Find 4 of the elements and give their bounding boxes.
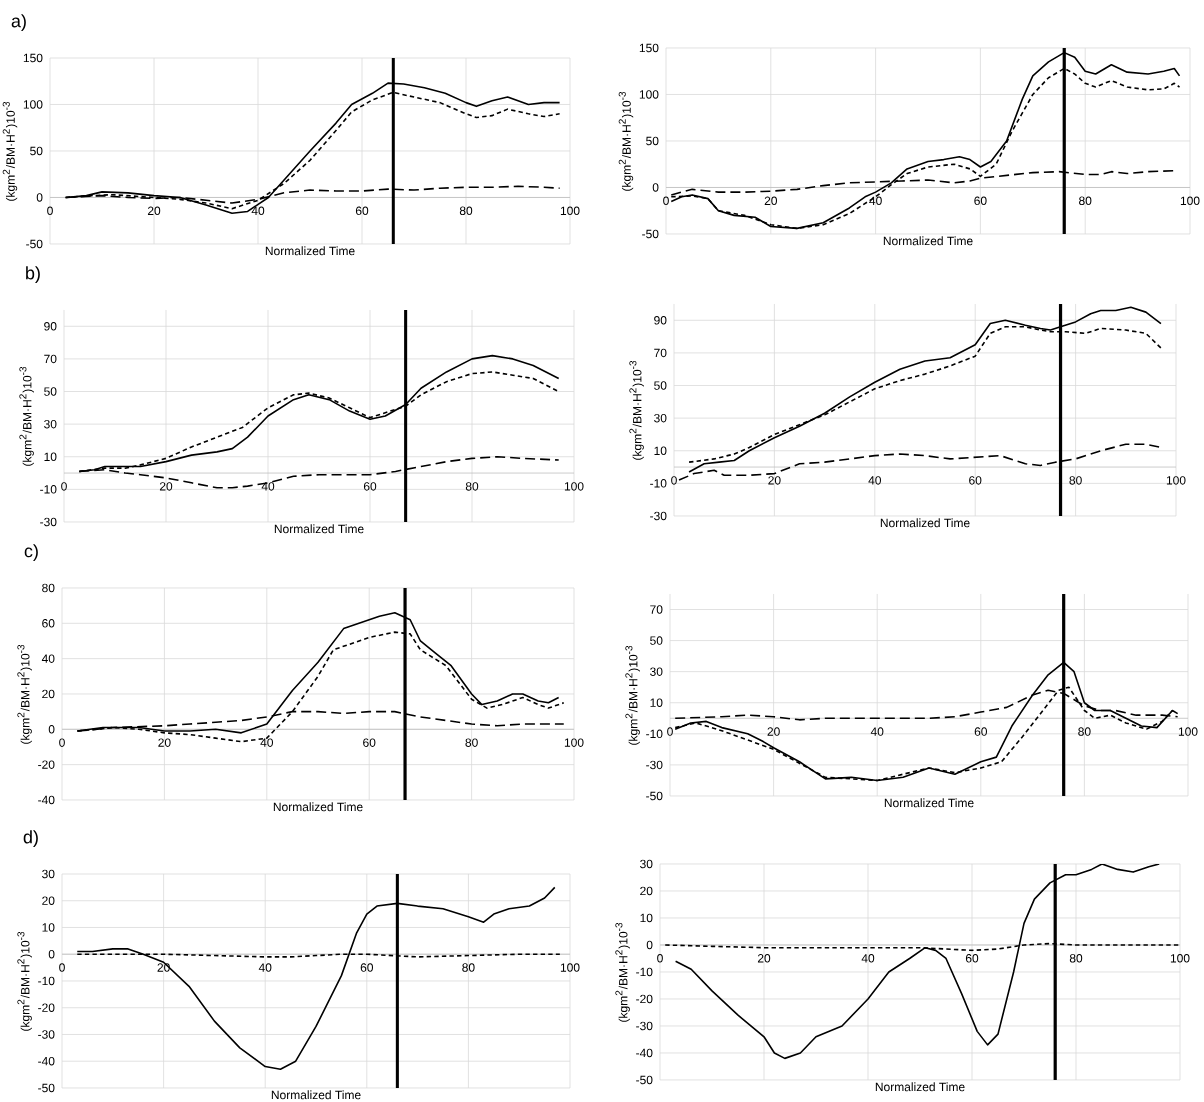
chart-title: a)	[11, 14, 26, 31]
chart-title: b)	[26, 266, 40, 283]
chart-title: c)	[24, 544, 38, 561]
chart-title: d)	[23, 830, 38, 847]
